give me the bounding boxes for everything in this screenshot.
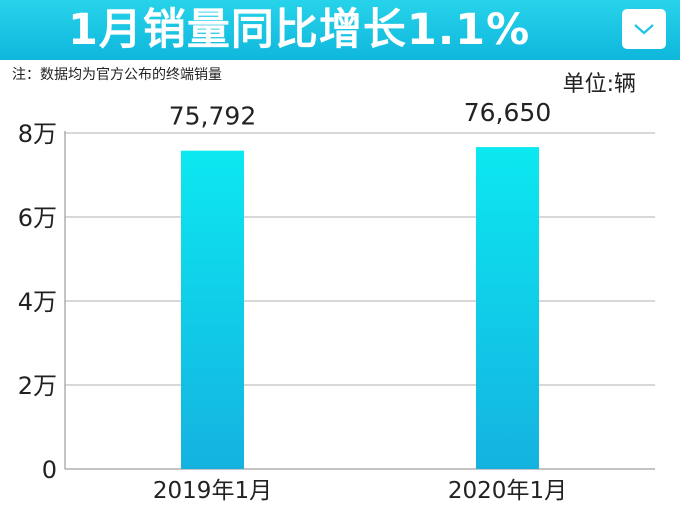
bar-1 <box>181 150 244 470</box>
data-label: 76,650 <box>464 98 551 127</box>
unit-label: 单位:辆 <box>562 72 636 97</box>
chevron-down-icon <box>634 24 654 35</box>
y-tick-label: 4万 <box>18 288 57 316</box>
y-tick-label: 8万 <box>18 120 57 148</box>
y-tick-label: 2万 <box>18 372 57 400</box>
y-tick-label: 0 <box>42 456 57 484</box>
data-source-note: 注：数据均为官方公布的终端销量 <box>12 67 222 83</box>
x-tick-label: 2019年1月 <box>153 478 272 504</box>
title-banner: 1月销量同比增长1.1% <box>0 0 680 60</box>
x-tick-label: 2020年1月 <box>448 478 567 504</box>
dropdown-button[interactable] <box>622 9 666 49</box>
bar-2 <box>476 147 539 469</box>
data-label: 75,792 <box>169 102 256 131</box>
y-tick-label: 6万 <box>18 204 57 232</box>
page-title: 1月销量同比增长1.1% <box>68 5 531 55</box>
